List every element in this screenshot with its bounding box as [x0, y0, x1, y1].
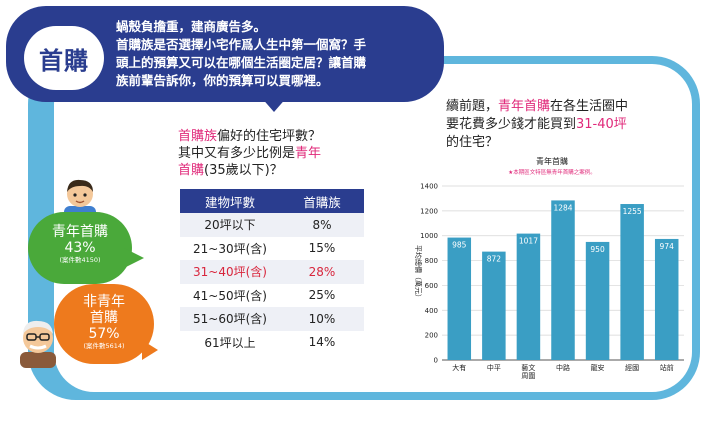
- intro-part: 續前題，: [446, 99, 499, 114]
- header-line: 首購族是否選擇小宅作爲人生中第一個窩？手: [116, 37, 367, 52]
- size-preference-table: 建物坪數 首購族 20坪以下 8% 21~30坪(含) 15% 31~40坪(含…: [180, 189, 364, 354]
- table-title-part: (35歲以下)？: [204, 163, 283, 178]
- bar: [447, 237, 472, 360]
- x-tick-label: 站前: [660, 363, 674, 372]
- table-row: 61坪以上 14%: [180, 330, 364, 354]
- x-tick-label: 周圍: [521, 372, 535, 380]
- chart-intro: 續前題，青年首購在各生活圈中 要花費多少錢才能買到31-40坪 的住宅？: [446, 98, 676, 152]
- table-cell: 31~40坪(含): [180, 260, 280, 284]
- x-tick-label: 大有: [452, 363, 466, 372]
- header-text: 蝸殼負擔重，建商廣告多。 首購族是否選擇小宅作爲人生中第一個窩？手 頭上的預算又…: [116, 18, 436, 90]
- x-tick-label: 中路: [556, 363, 570, 372]
- bar: [654, 238, 679, 360]
- y-tick-label: 400: [425, 307, 438, 315]
- table-cell: 25%: [280, 283, 364, 307]
- table-cell: 28%: [280, 260, 364, 284]
- intro-part: 的住宅？: [446, 135, 499, 150]
- x-tick-label: 龍安: [591, 363, 605, 372]
- header-bubble-tail: [260, 96, 288, 112]
- table-row: 51~60坪(含) 10%: [180, 307, 364, 331]
- table-cell: 8%: [280, 213, 364, 237]
- header-badge: 首購: [24, 26, 104, 90]
- table-cell: 41~50坪(含): [180, 283, 280, 307]
- young-buyer-percent: 43%: [64, 240, 96, 256]
- intro-part: 要花費多少錢才能買到: [446, 117, 577, 132]
- young-buyer-bubble-tail: [124, 248, 144, 268]
- table-row: 20坪以下 8%: [180, 213, 364, 237]
- x-tick-label: 藝文: [521, 363, 535, 372]
- header-line: 蝸殼負擔重，建商廣告多。: [116, 19, 267, 34]
- bar-value-label: 985: [452, 241, 467, 250]
- bar-value-label: 1284: [553, 203, 572, 212]
- table-header-row: 建物坪數 首購族: [180, 189, 364, 213]
- x-tick-label: 經國: [625, 363, 639, 372]
- table-header: 首購族: [280, 189, 364, 213]
- bar-value-label: 872: [487, 255, 502, 264]
- background-panel-inner: [54, 64, 692, 392]
- y-tick-label: 1000: [420, 232, 438, 240]
- chart-subtitle: ★本期區文特區無青年首購之案例。: [508, 168, 595, 176]
- bar-value-label: 1017: [519, 237, 538, 246]
- table-title-part: 青年: [295, 146, 322, 161]
- table-row-highlight: 31~40坪(含) 28%: [180, 260, 364, 284]
- older-buyer-bubble-tail: [142, 340, 158, 360]
- header-line: 頭上的預算又可以在哪個生活圈定居？讓首購: [116, 55, 367, 70]
- table-header: 建物坪數: [180, 189, 280, 213]
- bar: [516, 233, 541, 360]
- bar: [585, 241, 610, 360]
- y-tick-label: 0: [434, 357, 438, 365]
- table-cell: 10%: [280, 307, 364, 331]
- chart-title: 青年首購: [536, 156, 568, 166]
- intro-part: 31-40坪: [576, 117, 627, 132]
- older-buyer-label: 非青年: [83, 294, 125, 310]
- young-buyer-bubble: 青年首購 43% (案件數4150): [28, 212, 132, 284]
- older-buyer-percent: 57%: [88, 326, 120, 342]
- bar-value-label: 1255: [623, 207, 642, 216]
- header-bubble: 首購 蝸殼負擔重，建商廣告多。 首購族是否選擇小宅作爲人生中第一個窩？手 頭上的…: [6, 6, 444, 102]
- bar: [620, 204, 644, 360]
- table-cell: 51~60坪(含): [180, 307, 280, 331]
- price-bar-chart: 青年首購 ★本期區文特區無青年首購之案例。 平均總價（萬元） 0 200 400 60…: [414, 156, 684, 380]
- table-cell: 61坪以上: [180, 330, 280, 354]
- y-tick-label: 200: [425, 332, 438, 340]
- header-line: 族前輩告訴你，你的預算可以買哪裡。: [116, 73, 329, 88]
- table-title-part: 其中又有多少比例是: [178, 146, 296, 161]
- x-tick-label: 中平: [487, 363, 501, 372]
- table-row: 41~50坪(含) 25%: [180, 283, 364, 307]
- older-buyer-label: 首購: [90, 310, 118, 326]
- intro-part: 青年首購: [498, 99, 551, 114]
- table-title-part: 首購: [178, 163, 205, 178]
- young-buyer-count: (案件數4150): [59, 256, 101, 264]
- table-row: 21~30坪(含) 15%: [180, 236, 364, 260]
- y-tick-label: 800: [425, 257, 438, 265]
- table-title-part: 偏好的住宅坪數？: [217, 129, 322, 144]
- table-title: 首購族偏好的住宅坪數？ 其中又有多少比例是青年 首購(35歲以下)？: [178, 128, 378, 179]
- y-tick-label: 1200: [420, 207, 438, 215]
- y-tick-label: 600: [425, 282, 438, 290]
- bar-value-label: 974: [660, 242, 675, 251]
- older-buyer-count: (案件數5614): [83, 342, 125, 350]
- table-cell: 14%: [280, 330, 364, 354]
- table-title-part: 首購族: [178, 129, 218, 144]
- y-tick-label: 1400: [420, 183, 438, 191]
- table-cell: 21~30坪(含): [180, 236, 280, 260]
- table-cell: 15%: [280, 236, 364, 260]
- y-axis-label: 平均總價（萬元）: [414, 245, 423, 301]
- older-person-icon: [20, 320, 56, 368]
- table-cell: 20坪以下: [180, 213, 280, 237]
- older-buyer-bubble: 非青年 首購 57% (案件數5614): [54, 284, 154, 364]
- bar: [551, 200, 575, 360]
- young-buyer-label: 青年首購: [52, 224, 108, 240]
- bar-value-label: 950: [590, 245, 605, 254]
- intro-part: 在各生活圈中: [550, 99, 629, 114]
- bar: [482, 251, 506, 360]
